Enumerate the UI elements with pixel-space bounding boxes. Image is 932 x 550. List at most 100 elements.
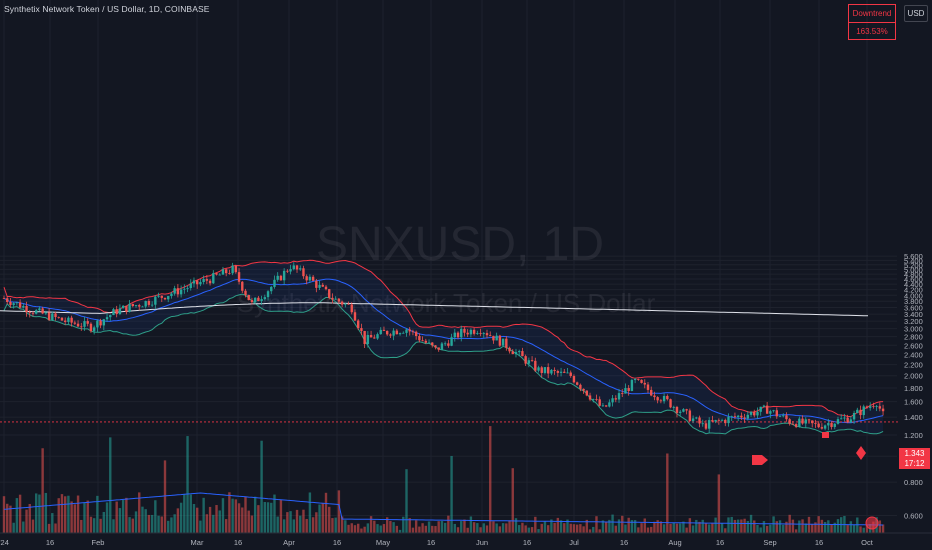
volume-bar [331,518,334,533]
candle-body [875,406,878,407]
candle-body [662,395,666,402]
volume-bar [588,529,592,533]
volume-bar [282,519,286,533]
time-tick-label: Jul [569,538,579,547]
candle-body [746,414,750,419]
signal-marker [865,516,879,530]
volume-bar [405,469,408,533]
price-tick-label: 0.600 [904,512,923,521]
candle-body [691,418,695,422]
volume-bar [440,520,444,533]
candle-body [675,406,679,413]
time-axis[interactable]: '24 16 Feb Mar 16 Apr 16 May 16 Jun 16 Jul 16 Aug 16 Se… [0,532,932,547]
candle-body [344,303,347,305]
volume-bar [80,519,83,533]
candle-body [756,411,759,416]
volume-bar [9,505,12,533]
volume-bar [385,517,389,533]
candle-body [80,326,83,328]
price-tick-label: 0.800 [904,478,923,487]
volume-bar [688,518,692,533]
candle-body [550,369,553,374]
volume-bar [437,521,440,533]
volume-bar [121,499,125,533]
candle-body [476,333,479,334]
volume-bar [337,490,341,533]
signal-marker [752,455,768,465]
volume-bar [489,426,492,533]
price-tick-label: 5.000 [904,265,923,274]
volume-bar [224,519,228,533]
volume-bar [289,511,292,533]
volume-bar [569,523,572,533]
candle-body [12,303,15,305]
candle-body [311,276,315,281]
candle-body [485,333,489,336]
volume-bar [392,522,395,533]
volume-bar [212,514,215,533]
candle-body [563,371,566,373]
candle-body [833,423,836,427]
candle-body [328,289,331,298]
candle-body [460,328,463,338]
candle-body [44,312,48,314]
volume-bar [559,520,563,533]
volume-bar [134,511,138,533]
candle-body [575,382,579,385]
volume-bar [463,519,466,533]
volume-bar [421,523,424,533]
candle-body [212,273,215,284]
candle-body [228,273,231,274]
volume-bar [395,525,399,533]
candle-body [115,309,118,315]
volume-bar [382,524,386,533]
candle-body [70,317,73,323]
currency-button[interactable]: USD [904,5,928,22]
volume-bar [308,492,312,533]
candle-body [540,367,543,373]
candle-body [720,419,724,421]
volume-bar [138,492,141,533]
price-tick-label: 3.200 [904,317,923,326]
candle-body [811,420,814,424]
candle-body [572,376,576,383]
candle-body [479,333,482,334]
candle-body [89,323,93,332]
volume-bar [582,526,585,533]
candle-body [511,351,514,355]
candle-body [798,418,801,427]
candle-body [553,369,556,372]
candle-body [150,304,154,306]
volume-bar [67,495,70,533]
candle-body [273,279,276,287]
candle-body [592,399,595,400]
volume-bar [18,494,22,533]
chart-title: Synthetix Network Token / US Dollar, 1D,… [4,4,210,14]
candle-body [160,295,163,298]
candle-body [501,338,505,346]
candle-body [559,371,563,373]
volume-bar [746,520,750,533]
candle-body [215,273,218,275]
volume-bar [543,521,547,533]
candle-body [408,329,411,332]
volume-bar [125,497,128,533]
candle-body [121,305,125,309]
candle-body [405,329,408,333]
candle-body [521,351,524,357]
candle-body [472,329,476,334]
volume-bar [218,510,221,533]
volume-bar [350,523,353,533]
candle-body [846,417,849,423]
candle-body [54,313,57,318]
volume-bar [592,526,595,533]
volume-bar [418,526,421,533]
volume-bar [286,512,289,533]
volume-bar [167,520,170,533]
candle-body [856,409,859,414]
candle-body [630,380,634,391]
candle-body [102,319,106,326]
candle-body [331,297,334,300]
